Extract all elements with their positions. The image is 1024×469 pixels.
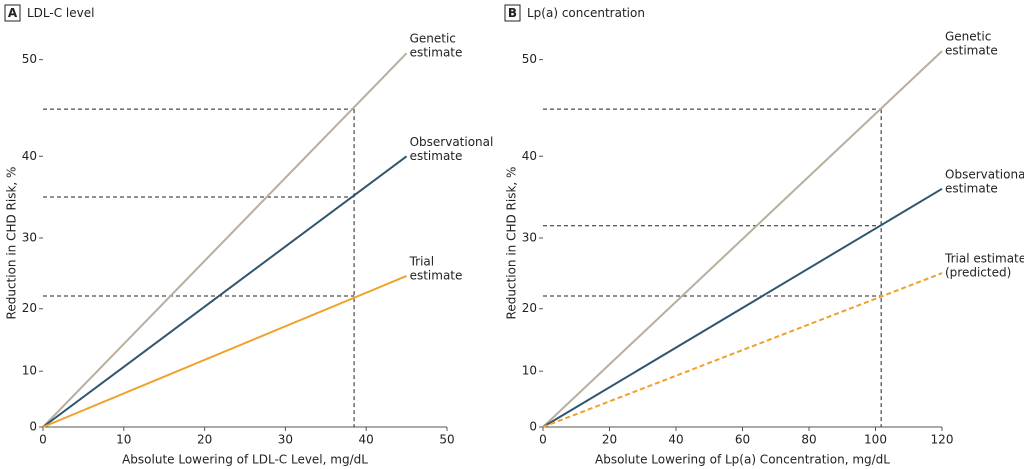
- series-label: Observational: [410, 135, 494, 149]
- y-tick-label: 0: [529, 420, 537, 434]
- y-tick-label: 30: [22, 230, 37, 244]
- panel-title: Lp(a) concentration: [527, 6, 645, 20]
- x-tick-label: 20: [602, 433, 617, 447]
- series-label: Genetic: [945, 30, 991, 44]
- series-label: estimate: [410, 149, 463, 163]
- series-label: (predicted): [945, 266, 1011, 280]
- series-line: [42, 155, 408, 428]
- x-tick-label: 0: [539, 433, 547, 447]
- panel-letter: B: [508, 6, 517, 20]
- series-label: Genetic: [410, 32, 456, 46]
- y-axis-label: Reduction in CHD Risk, %: [5, 167, 19, 320]
- series-label: Trial: [409, 254, 435, 268]
- y-tick-label: 10: [22, 364, 37, 378]
- series-label: Observational: [945, 167, 1024, 181]
- y-tick-label: 30: [522, 230, 537, 244]
- panel-badge: [504, 4, 521, 22]
- series-label: estimate: [945, 181, 998, 195]
- y-tick-label: 20: [22, 301, 37, 315]
- x-tick-label: 0: [39, 433, 47, 447]
- series-label: estimate: [410, 46, 463, 60]
- y-tick-label: 50: [522, 52, 537, 66]
- x-tick-label: 60: [735, 433, 750, 447]
- series-line: [42, 52, 408, 428]
- series-line: [542, 187, 943, 428]
- x-tick-label: 80: [801, 433, 816, 447]
- y-tick-label: 40: [522, 149, 537, 163]
- y-tick-label: 40: [22, 149, 37, 163]
- x-tick-label: 20: [197, 433, 212, 447]
- y-tick-label: 0: [29, 420, 37, 434]
- y-tick-label: 20: [522, 301, 537, 315]
- x-tick-label: 40: [359, 433, 374, 447]
- x-tick-label: 50: [439, 433, 454, 447]
- series-line: [542, 272, 943, 428]
- x-tick-label: 120: [931, 433, 954, 447]
- x-tick-label: 100: [864, 433, 887, 447]
- x-axis-label: Absolute Lowering of LDL-C Level, mg/dL: [122, 453, 368, 467]
- series-line: [42, 275, 407, 428]
- y-tick-label: 10: [522, 364, 537, 378]
- y-axis-label: Reduction in CHD Risk, %: [505, 167, 519, 320]
- y-tick-label: 50: [22, 52, 37, 66]
- x-axis-label: Absolute Lowering of Lp(a) Concentration…: [595, 453, 890, 467]
- x-tick-label: 30: [278, 433, 293, 447]
- series-label: estimate: [410, 268, 463, 282]
- panel-badge: [4, 4, 21, 22]
- series-label: estimate: [945, 44, 998, 58]
- panel-title: LDL-C level: [27, 6, 94, 20]
- panel-letter: A: [8, 6, 18, 20]
- x-tick-label: 10: [116, 433, 131, 447]
- x-tick-label: 40: [668, 433, 683, 447]
- series-line: [542, 50, 943, 428]
- series-label: Trial estimate: [944, 252, 1024, 266]
